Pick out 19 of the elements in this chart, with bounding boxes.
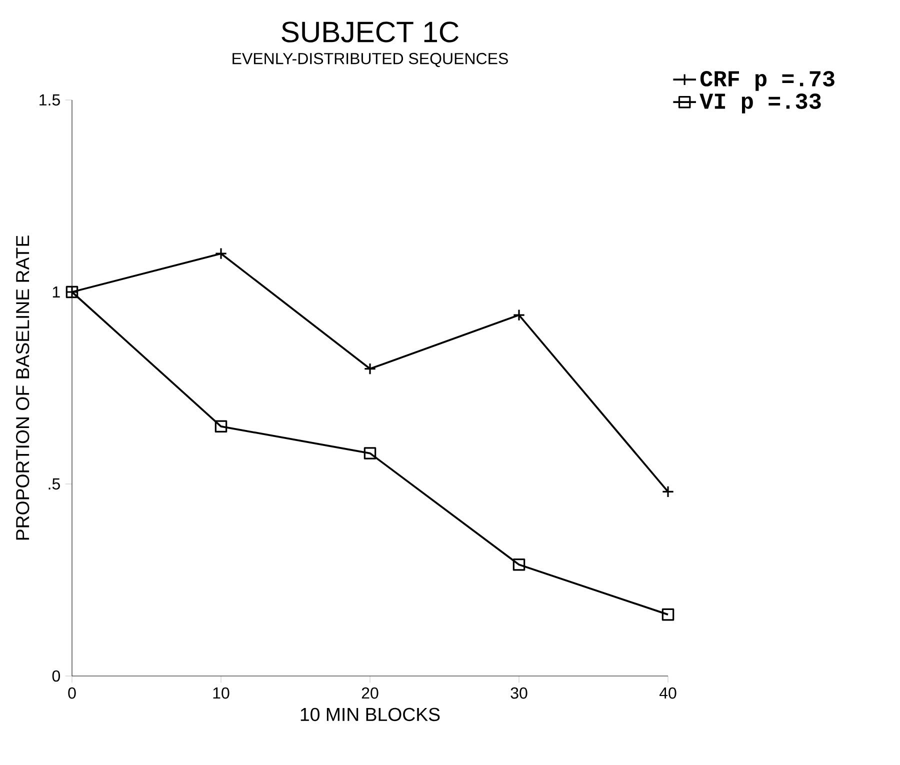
x-axis-title: 10 MIN BLOCKS — [300, 708, 440, 722]
point — [512, 558, 526, 571]
point — [364, 447, 376, 460]
y-tick-label: 1 — [52, 286, 60, 298]
point — [662, 608, 674, 621]
x-tick-label: 20 — [362, 687, 378, 699]
y-axis-title: PROPORTION OF BASELINE RATE — [16, 236, 30, 540]
legend-label: CRF p =.73 — [700, 71, 834, 91]
x-tick-label: 30 — [510, 687, 528, 699]
chart-subtitle: EVENLY-DISTRIBUTED SEQUENCES — [232, 52, 508, 68]
x-tick-label: 0 — [68, 687, 76, 699]
chart-title: SUBJECT 1C — [282, 22, 459, 42]
y-tick-label: .5 — [48, 478, 60, 490]
legend-label: VI p =.33 — [700, 94, 821, 114]
x-tick-label: 10 — [213, 687, 230, 699]
point — [214, 420, 228, 433]
y-tick-label: 0 — [52, 670, 60, 682]
x-tick-label: 40 — [659, 687, 676, 699]
y-tick-label: 1.5 — [40, 94, 60, 106]
